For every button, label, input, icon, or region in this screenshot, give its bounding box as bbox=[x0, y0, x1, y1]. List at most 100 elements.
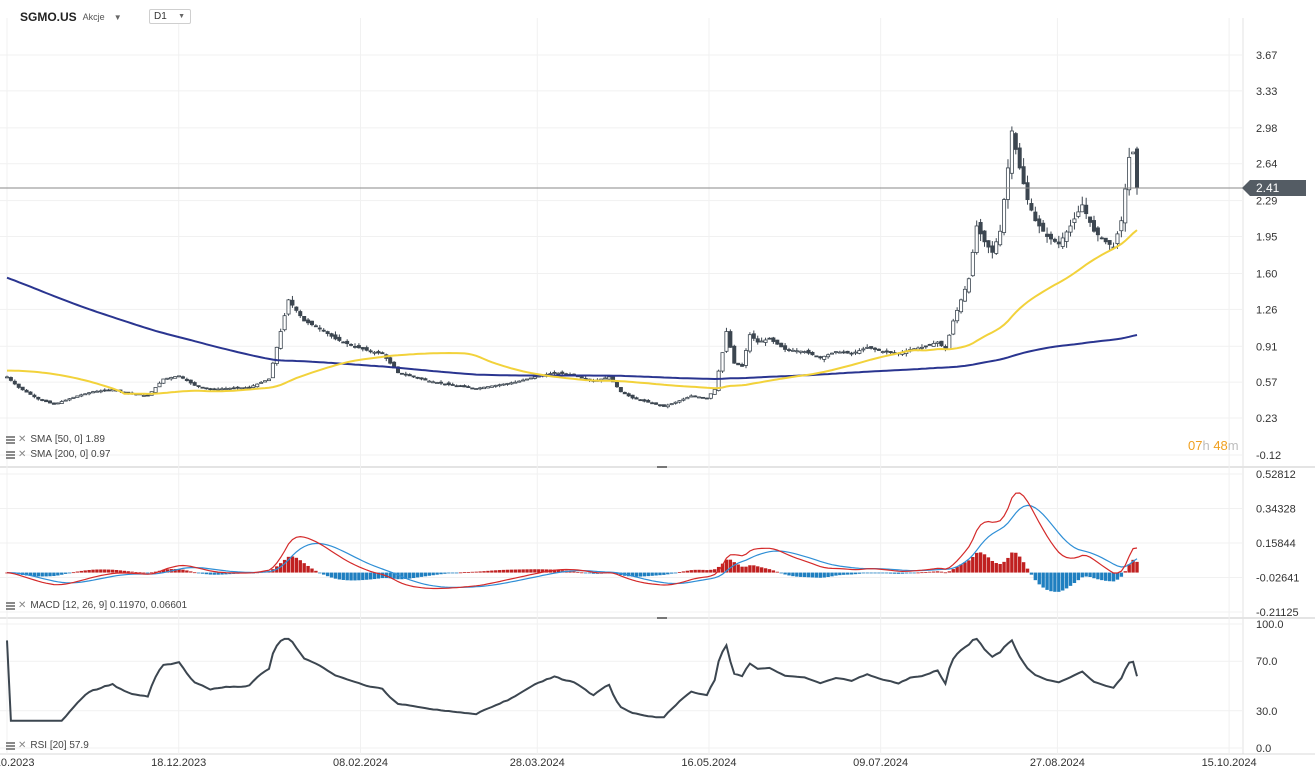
macd-histogram-bar bbox=[376, 572, 381, 579]
candle-body bbox=[810, 351, 815, 356]
candle-body bbox=[278, 331, 283, 349]
candle-body bbox=[1127, 156, 1132, 191]
legend-sma50[interactable]: ✕ SMA [50, 0] 1.89 bbox=[6, 434, 105, 445]
macd-histogram-bar bbox=[634, 572, 639, 577]
candle-body bbox=[759, 340, 764, 343]
macd-histogram-bar bbox=[572, 571, 576, 573]
candle-body bbox=[1123, 188, 1128, 224]
macd-tick-label: 0.34328 bbox=[1256, 503, 1296, 515]
macd-histogram-bar bbox=[967, 560, 971, 573]
symbol-dropdown-icon[interactable]: ▼ bbox=[113, 12, 122, 22]
macd-histogram-bar bbox=[431, 572, 435, 576]
macd-histogram-bar bbox=[931, 571, 936, 573]
candle-body bbox=[505, 383, 510, 385]
candle-body bbox=[1115, 233, 1120, 244]
legend-rsi[interactable]: ✕ RSI [20] 57.9 bbox=[6, 740, 89, 751]
macd-histogram-bar bbox=[1084, 572, 1088, 577]
candle-body bbox=[259, 381, 264, 384]
candle-body bbox=[826, 354, 831, 358]
candle-body bbox=[790, 349, 795, 352]
macd-histogram-bar bbox=[388, 572, 392, 579]
settings-lines-icon[interactable] bbox=[6, 435, 15, 444]
candle-body bbox=[251, 385, 256, 388]
candle-body bbox=[869, 346, 874, 349]
macd-histogram-bar bbox=[279, 563, 283, 573]
settings-lines-icon[interactable] bbox=[6, 741, 15, 750]
macd-histogram-bar bbox=[685, 570, 690, 573]
macd-histogram-bar bbox=[165, 569, 170, 573]
sma200-line bbox=[6, 276, 1138, 381]
settings-lines-icon[interactable] bbox=[6, 601, 15, 610]
macd-histogram-bar bbox=[580, 572, 584, 574]
macd-histogram-bar bbox=[998, 563, 1002, 573]
macd-histogram-bar bbox=[1045, 572, 1049, 590]
candle-body bbox=[607, 376, 612, 380]
macd-histogram-bar bbox=[153, 571, 158, 573]
price-tick-label: 1.95 bbox=[1256, 232, 1277, 244]
close-icon[interactable]: ✕ bbox=[18, 434, 27, 445]
candle-body bbox=[325, 331, 330, 335]
macd-histogram-bar bbox=[32, 572, 37, 577]
candle-body bbox=[861, 348, 866, 351]
macd-histogram-bar bbox=[928, 571, 932, 573]
price-tick-label: 3.67 bbox=[1256, 50, 1277, 62]
macd-histogram-bar bbox=[873, 572, 877, 574]
candle-body bbox=[798, 350, 803, 353]
candle-body bbox=[661, 404, 666, 407]
timer-hours: 07 bbox=[1188, 438, 1203, 453]
macd-histogram-bar bbox=[126, 571, 130, 573]
candle-body bbox=[67, 398, 72, 401]
timeframe-select[interactable]: D1 ▼ bbox=[149, 9, 191, 24]
candle-body bbox=[865, 346, 870, 349]
legend-macd[interactable]: ✕ MACD [12, 26, 9] 0.11970, 0.06601 bbox=[6, 600, 187, 611]
candle-body bbox=[876, 348, 881, 351]
candle-body bbox=[501, 383, 506, 386]
macd-histogram-bar bbox=[845, 572, 850, 575]
macd-histogram-bar bbox=[91, 569, 95, 573]
candle-body bbox=[614, 381, 619, 388]
candle-body bbox=[951, 320, 956, 335]
candle-body bbox=[317, 327, 322, 330]
macd-histogram-bar bbox=[509, 569, 514, 573]
candle-body bbox=[1013, 133, 1018, 150]
close-icon[interactable]: ✕ bbox=[18, 600, 27, 611]
candle-body bbox=[1064, 231, 1069, 242]
macd-histogram-bar bbox=[748, 565, 752, 573]
x-tick-label: 28.03.2024 bbox=[510, 757, 565, 769]
close-icon[interactable]: ✕ bbox=[18, 449, 27, 460]
candle-body bbox=[927, 344, 932, 346]
candle-body bbox=[743, 350, 748, 366]
legend-sma200[interactable]: ✕ SMA [200, 0] 0.97 bbox=[6, 449, 110, 460]
candle-body bbox=[208, 388, 213, 391]
candle-body bbox=[657, 404, 662, 407]
candle-body bbox=[700, 396, 705, 399]
candle-body bbox=[818, 356, 823, 359]
macd-histogram-bar bbox=[462, 572, 467, 574]
price-tick-label: 3.33 bbox=[1256, 86, 1277, 98]
candle-body bbox=[1084, 204, 1089, 215]
candle-body bbox=[947, 334, 952, 350]
macd-histogram-bar bbox=[568, 571, 572, 573]
macd-histogram-bar bbox=[642, 572, 647, 577]
candle-body bbox=[751, 333, 756, 339]
macd-histogram-bar bbox=[103, 569, 107, 573]
symbol-label: SGMO.US bbox=[20, 10, 77, 24]
legend-params: [20] bbox=[49, 740, 67, 751]
macd-histogram-bar bbox=[920, 572, 924, 574]
candle-body bbox=[141, 394, 146, 397]
candle-body bbox=[919, 346, 924, 349]
candle-body bbox=[427, 380, 432, 383]
candle-body bbox=[200, 386, 205, 389]
candle-body bbox=[884, 350, 889, 353]
close-icon[interactable]: ✕ bbox=[18, 740, 27, 751]
macd-histogram-bar bbox=[912, 572, 916, 574]
candle-body bbox=[880, 351, 885, 353]
macd-histogram-bar bbox=[857, 572, 862, 574]
timeframe-value: D1 bbox=[154, 11, 167, 22]
settings-lines-icon[interactable] bbox=[6, 450, 15, 459]
macd-histogram-bar bbox=[1107, 572, 1112, 582]
macd-histogram-bar bbox=[1096, 572, 1100, 580]
macd-histogram-bar bbox=[877, 572, 881, 574]
candle-body bbox=[532, 376, 537, 379]
